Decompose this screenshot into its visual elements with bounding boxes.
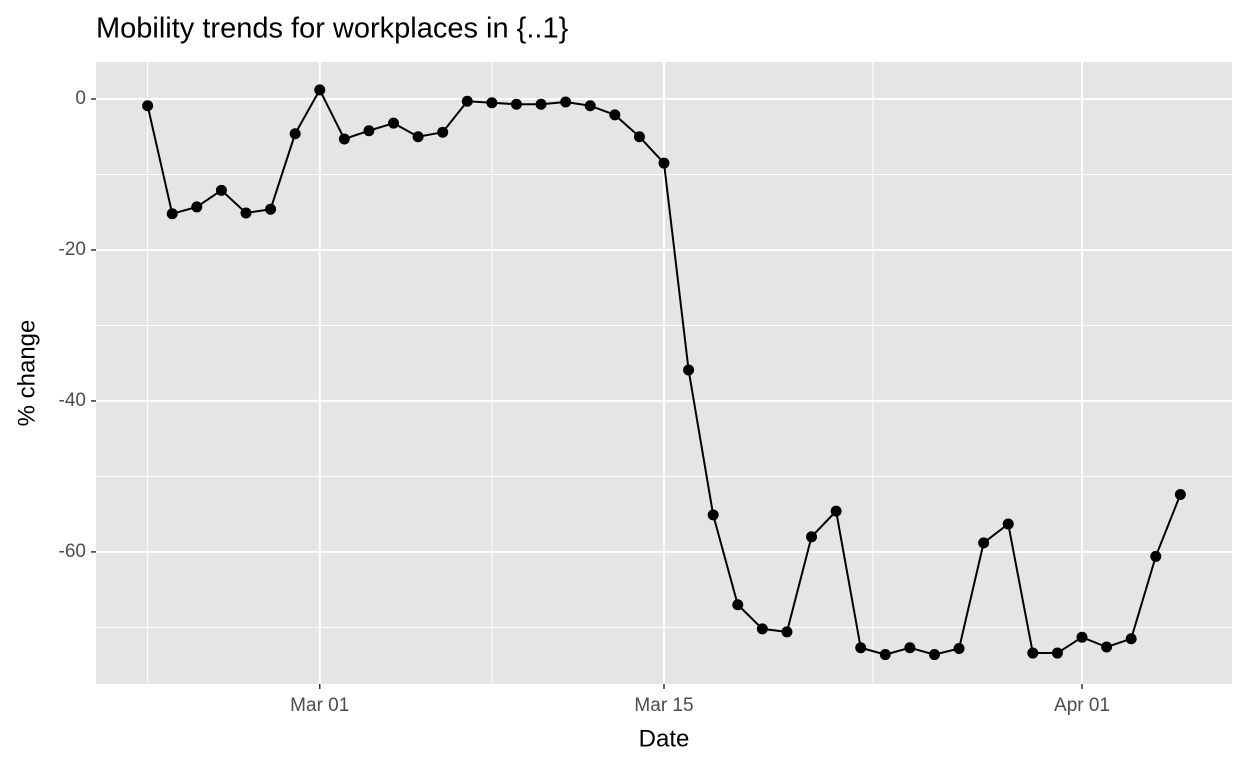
- point: [584, 100, 596, 112]
- y-tick-label: -60: [59, 541, 86, 562]
- point: [707, 509, 719, 521]
- point: [633, 131, 645, 143]
- point: [732, 599, 744, 611]
- x-axis-label: Date: [639, 725, 690, 752]
- point: [1101, 641, 1113, 653]
- point: [289, 128, 301, 140]
- y-axis-label: % change: [13, 320, 40, 427]
- point: [1076, 631, 1088, 643]
- point: [215, 184, 227, 196]
- point: [683, 364, 695, 376]
- point: [486, 97, 498, 109]
- point: [658, 157, 670, 169]
- point: [1174, 489, 1186, 501]
- point: [314, 84, 326, 96]
- y-tick-label: -40: [59, 390, 86, 411]
- point: [904, 642, 916, 654]
- x-tick-label: Mar 01: [290, 695, 349, 716]
- marks: [142, 84, 1186, 661]
- point: [1027, 647, 1039, 659]
- point: [166, 208, 178, 220]
- point: [609, 109, 621, 121]
- point: [461, 95, 473, 107]
- point: [1002, 518, 1014, 530]
- point: [1051, 647, 1063, 659]
- point: [806, 531, 818, 543]
- point: [879, 649, 891, 661]
- point: [437, 126, 449, 138]
- x-tick-label: Mar 15: [634, 695, 693, 716]
- point: [265, 203, 277, 215]
- point: [953, 643, 965, 655]
- grid: [96, 62, 1232, 684]
- point: [855, 642, 867, 654]
- y-tick-label: -20: [59, 239, 86, 260]
- point: [560, 96, 572, 108]
- point: [756, 623, 768, 635]
- point: [388, 117, 400, 129]
- point: [142, 100, 154, 112]
- y-tick-label: 0: [75, 88, 86, 109]
- point: [1125, 633, 1137, 645]
- point: [363, 125, 375, 137]
- point: [1150, 550, 1162, 562]
- point: [191, 201, 203, 213]
- point: [240, 207, 252, 219]
- point: [412, 131, 424, 143]
- point: [781, 626, 793, 638]
- point: [830, 505, 842, 517]
- point: [928, 649, 940, 661]
- x-tick-label: Apr 01: [1054, 695, 1110, 716]
- chart-title: Mobility trends for workplaces in {..1}: [96, 13, 569, 45]
- point: [978, 537, 990, 549]
- point: [338, 133, 350, 145]
- point: [535, 98, 547, 110]
- point: [510, 98, 522, 110]
